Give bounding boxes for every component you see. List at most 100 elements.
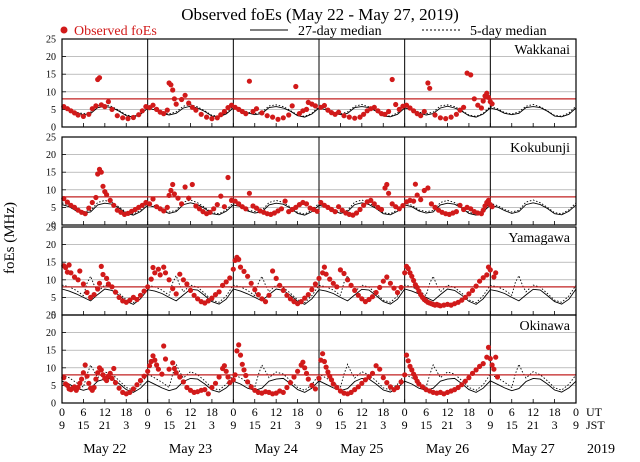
observed-point bbox=[139, 108, 145, 114]
observed-point bbox=[146, 201, 153, 207]
observed-point bbox=[152, 270, 158, 276]
observed-point bbox=[116, 294, 122, 300]
observed-point bbox=[209, 384, 215, 391]
observed-point bbox=[437, 115, 443, 121]
observed-point bbox=[386, 108, 392, 115]
observed-point bbox=[196, 206, 202, 212]
station-label: Wakkanai bbox=[514, 43, 570, 58]
observed-point bbox=[237, 264, 244, 270]
observed-point bbox=[93, 376, 99, 382]
jst-tick-label: 9 bbox=[59, 418, 65, 432]
observed-point bbox=[411, 277, 417, 284]
panel-frame bbox=[61, 38, 577, 128]
jst-tick-label: 9 bbox=[230, 418, 236, 432]
observed-point bbox=[105, 281, 111, 287]
jst-tick-label: 15 bbox=[249, 418, 261, 432]
observed-point bbox=[493, 354, 499, 360]
observed-point bbox=[384, 380, 390, 386]
observed-point bbox=[485, 344, 492, 350]
observed-point bbox=[161, 343, 167, 349]
observed-point bbox=[309, 287, 315, 293]
jst-tick-label: 21 bbox=[356, 418, 368, 432]
observed-point bbox=[396, 106, 402, 112]
observed-point bbox=[248, 384, 254, 390]
ut-tick-label: 12 bbox=[356, 405, 368, 419]
observed-point bbox=[88, 294, 94, 300]
observed-point bbox=[161, 208, 167, 214]
observed-point bbox=[480, 98, 486, 104]
observed-point bbox=[109, 375, 115, 381]
observed-point bbox=[284, 384, 290, 391]
observed-point bbox=[266, 292, 272, 298]
observed-point bbox=[323, 271, 329, 277]
observed-point bbox=[352, 287, 358, 293]
observed-point bbox=[421, 108, 427, 115]
observed-point bbox=[480, 275, 486, 281]
observed-point bbox=[405, 265, 411, 272]
observed-point bbox=[246, 190, 252, 196]
observed-point bbox=[487, 356, 493, 362]
observed-point bbox=[277, 282, 283, 288]
observed-point bbox=[303, 106, 310, 112]
panels: 0 5 10 15 20 25 Wakkanai 0 5 10 15 20 25 Kokubunji 0 5 1… bbox=[46, 35, 577, 410]
observed-point bbox=[303, 370, 310, 376]
observed-point bbox=[227, 275, 233, 281]
series-27day-median bbox=[61, 288, 577, 305]
observed-point bbox=[173, 101, 179, 107]
y-tick-label: 15 bbox=[46, 168, 56, 179]
observed-point bbox=[104, 377, 110, 384]
observed-point bbox=[109, 284, 115, 290]
observed-point bbox=[253, 205, 260, 211]
observed-point bbox=[485, 197, 492, 203]
observed-point bbox=[411, 108, 417, 114]
observed-point bbox=[303, 201, 310, 207]
day-label: May 22 bbox=[83, 442, 126, 457]
y-tick-label: 25 bbox=[46, 35, 56, 46]
observed-point bbox=[212, 292, 219, 298]
legend-27day-label: 27-day median bbox=[298, 24, 382, 39]
y-tick-label: 0 bbox=[51, 221, 56, 232]
observed-point bbox=[291, 374, 297, 380]
observed-point bbox=[321, 102, 327, 109]
observed-point bbox=[312, 386, 318, 392]
observed-point bbox=[478, 105, 484, 111]
observed-point bbox=[104, 192, 110, 198]
observed-point bbox=[323, 364, 329, 370]
jst-tick-label: 21 bbox=[270, 418, 282, 432]
observed-point bbox=[361, 202, 367, 208]
observed-point bbox=[141, 373, 147, 379]
observed-point bbox=[443, 116, 449, 122]
observed-point bbox=[64, 199, 70, 205]
observed-point bbox=[111, 202, 117, 208]
observed-point bbox=[298, 299, 304, 305]
observed-point bbox=[352, 115, 358, 121]
observed-point bbox=[218, 193, 224, 199]
observed-point bbox=[89, 199, 95, 206]
observed-point bbox=[95, 370, 101, 376]
jst-tick-label: 3 bbox=[295, 418, 301, 432]
observed-point bbox=[84, 373, 90, 379]
observed-point bbox=[166, 366, 172, 372]
observed-point bbox=[428, 201, 434, 207]
observed-point bbox=[137, 292, 144, 298]
observed-point bbox=[282, 198, 288, 204]
ut-tick-label: 12 bbox=[527, 405, 539, 419]
ut-axis-label: UT bbox=[586, 405, 603, 419]
observed-point bbox=[387, 384, 393, 390]
observed-point bbox=[295, 368, 301, 374]
jst-tick-label: 15 bbox=[420, 418, 432, 432]
observed-point bbox=[398, 284, 404, 291]
observed-point bbox=[104, 275, 110, 281]
observed-point bbox=[264, 113, 270, 119]
ut-tick-label: 12 bbox=[99, 405, 111, 419]
observed-point bbox=[184, 384, 190, 391]
observed-point bbox=[334, 284, 340, 290]
observed-point bbox=[220, 282, 226, 288]
observed-point bbox=[116, 385, 122, 391]
observed-point bbox=[386, 190, 392, 196]
observed-point bbox=[418, 113, 424, 119]
ut-tick-label: 18 bbox=[206, 405, 218, 419]
observed-point bbox=[409, 273, 415, 279]
observed-point bbox=[230, 266, 236, 272]
observed-point bbox=[462, 294, 468, 300]
